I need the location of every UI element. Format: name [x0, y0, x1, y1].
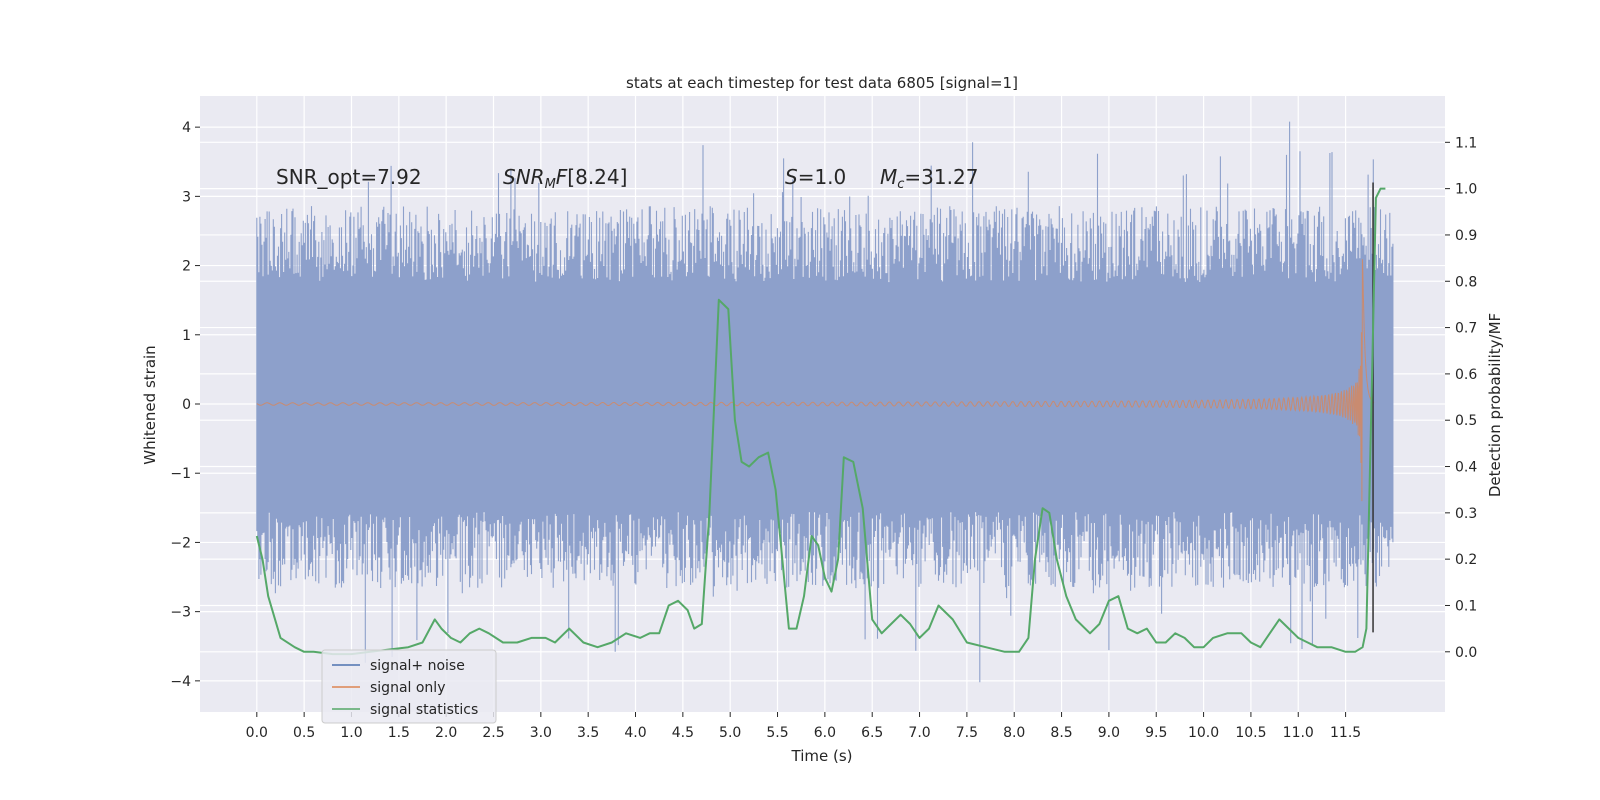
x-tick-label: 4.0	[624, 725, 646, 741]
y-tick-label: 0	[182, 397, 191, 413]
x-tick-label: 10.0	[1188, 725, 1219, 741]
y2-tick-label: 0.5	[1455, 413, 1477, 429]
x-tick-label: 7.0	[908, 725, 930, 741]
x-tick-label: 5.0	[719, 725, 741, 741]
x-tick-label: 4.5	[672, 725, 694, 741]
annotation-snr-mf-value: [8.24]	[567, 165, 627, 189]
x-tick-label: 11.5	[1330, 725, 1361, 741]
legend: signal+ noise signal only signal statist…	[321, 649, 497, 724]
x-tick-label: 9.0	[1098, 725, 1120, 741]
legend-box	[321, 649, 497, 724]
y2-tick-label: 0.0	[1455, 645, 1477, 661]
y2-tick-label: 0.7	[1455, 321, 1477, 337]
x-tick-label: 6.5	[861, 725, 883, 741]
x-tick-label: 2.0	[435, 725, 457, 741]
y2-tick-label: 0.4	[1455, 460, 1477, 476]
annotation-mc: Mc=31.27	[880, 165, 978, 192]
legend-label-signal-only: signal only	[370, 680, 445, 696]
legend-label-signal-plus-noise: signal+ noise	[370, 658, 465, 674]
x-tick-label: 3.0	[530, 725, 552, 741]
annotation-mc-value: =31.27	[904, 165, 978, 189]
noise-spikes	[256, 121, 1394, 683]
y-tick-label: 1	[182, 328, 191, 344]
y2-tick-label: 1.1	[1455, 135, 1477, 151]
y-tick-label: −2	[170, 535, 191, 551]
x-tick-label: 10.5	[1235, 725, 1266, 741]
signal-statistics-line	[255, 187, 1386, 656]
x-tick-label: 1.0	[340, 725, 362, 741]
y-tick-label: −3	[170, 605, 191, 621]
y-tick-label: −1	[170, 466, 191, 482]
signal-statistics-series	[255, 187, 1386, 656]
x-tick-label: 6.0	[814, 725, 836, 741]
y2-tick-label: 0.9	[1455, 228, 1477, 244]
x-tick-label: 0.5	[293, 725, 315, 741]
y-tick-label: 2	[182, 259, 191, 275]
x-tick-label: 1.5	[388, 725, 410, 741]
annotation-s-value: =1.0	[798, 165, 847, 189]
x-tick-label: 11.0	[1283, 725, 1314, 741]
y2-tick-label: 0.3	[1455, 506, 1477, 522]
y2-axis-label: Detection probability/MF	[1486, 313, 1504, 497]
y2-tick-label: 0.6	[1455, 367, 1477, 383]
y-axis-label: Whitened strain	[141, 345, 159, 464]
y-tick-label: 3	[182, 189, 191, 205]
x-tick-label: 3.5	[577, 725, 599, 741]
chart-title: stats at each timestep for test data 680…	[626, 74, 1018, 92]
x-tick-label: 0.0	[246, 725, 268, 741]
signal-only-series	[256, 182, 1375, 633]
y2-axis-ticks: 1.1 1.0 0.9 0.8 0.7 0.6 0.5 0.4 0.3 0.2 0.1 0.0	[1445, 135, 1477, 661]
annotation-snr-opt: SNR_opt=7.92	[276, 165, 422, 189]
x-tick-label: 2.5	[482, 725, 504, 741]
signal-only-line	[256, 259, 1375, 502]
x-axis-label: Time (s)	[791, 747, 853, 765]
annotation-snr-mf: SNRMF[8.24]	[503, 165, 627, 192]
y2-tick-label: 0.1	[1455, 598, 1477, 614]
x-tick-label: 5.5	[766, 725, 788, 741]
y-tick-label: −4	[170, 674, 191, 690]
legend-label-signal-statistics: signal statistics	[370, 702, 478, 718]
y-tick-label: 4	[182, 120, 191, 136]
x-tick-label: 7.5	[956, 725, 978, 741]
x-tick-label: 9.5	[1145, 725, 1167, 741]
x-tick-label: 8.5	[1050, 725, 1072, 741]
y2-tick-label: 0.2	[1455, 552, 1477, 568]
y2-tick-label: 1.0	[1455, 182, 1477, 198]
x-tick-label: 8.0	[1003, 725, 1025, 741]
x-axis-ticks: 0.0 0.5 1.0 1.5 2.0 2.5 3.0 3.5 4.0 4.5 5.0 5.5 6.0 6…	[246, 712, 1361, 741]
annotation-s: S=1.0	[785, 165, 846, 189]
y2-tick-label: 0.8	[1455, 274, 1477, 290]
y-axis-ticks: 4 3 2 1 0 −1 −2 −3 −4	[170, 120, 200, 690]
